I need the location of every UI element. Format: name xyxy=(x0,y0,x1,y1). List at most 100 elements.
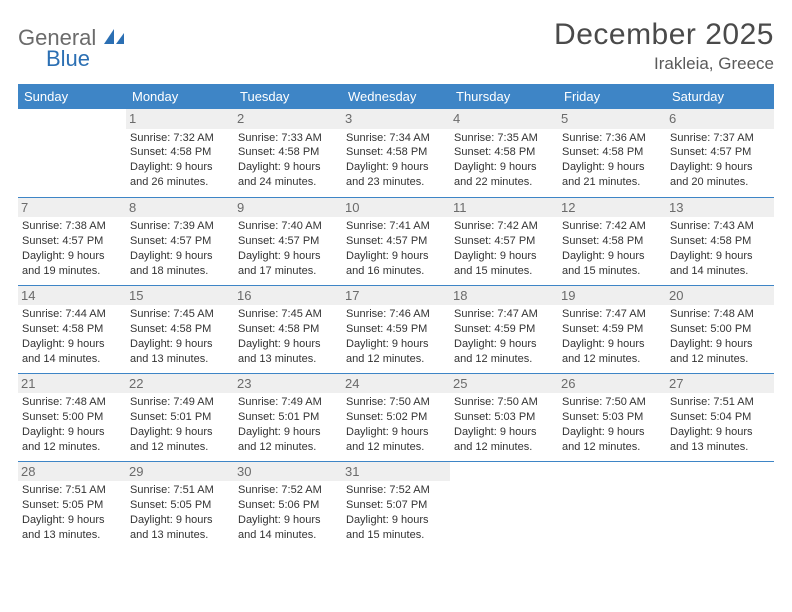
day-number: 8 xyxy=(126,198,234,218)
day-number: 16 xyxy=(234,286,342,306)
sunrise-line: Sunrise: 7:50 AM xyxy=(346,395,446,410)
sunrise-line: Sunrise: 7:50 AM xyxy=(562,395,662,410)
calendar-day-cell: 27Sunrise: 7:51 AMSunset: 5:04 PMDayligh… xyxy=(666,373,774,461)
sunrise-line: Sunrise: 7:32 AM xyxy=(130,131,230,146)
sunset-line: Sunset: 5:05 PM xyxy=(130,498,230,513)
daylight-line: Daylight: 9 hours and 23 minutes. xyxy=(346,160,446,190)
calendar-day-cell: 5Sunrise: 7:36 AMSunset: 4:58 PMDaylight… xyxy=(558,109,666,197)
daylight-line: Daylight: 9 hours and 26 minutes. xyxy=(130,160,230,190)
calendar-day-cell: 7Sunrise: 7:38 AMSunset: 4:57 PMDaylight… xyxy=(18,197,126,285)
day-number: 5 xyxy=(558,109,666,129)
calendar-day-cell: 19Sunrise: 7:47 AMSunset: 4:59 PMDayligh… xyxy=(558,285,666,373)
sunset-line: Sunset: 5:01 PM xyxy=(238,410,338,425)
daylight-line: Daylight: 9 hours and 12 minutes. xyxy=(454,337,554,367)
sunset-line: Sunset: 5:03 PM xyxy=(454,410,554,425)
sunset-line: Sunset: 4:58 PM xyxy=(238,322,338,337)
daylight-line: Daylight: 9 hours and 12 minutes. xyxy=(562,337,662,367)
calendar-day-cell: 12Sunrise: 7:42 AMSunset: 4:58 PMDayligh… xyxy=(558,197,666,285)
calendar-day-cell: 2 Sunrise: 7:33 AMSunset: 4:58 PMDaylight… xyxy=(234,109,342,197)
calendar-body: 1Sunrise: 7:32 AMSunset: 4:58 PMDaylight… xyxy=(18,109,774,549)
sunrise-line: Sunrise: 7:52 AM xyxy=(238,483,338,498)
location-subtitle: Irakleia, Greece xyxy=(554,54,774,74)
sunset-line: Sunset: 5:00 PM xyxy=(22,410,122,425)
day-number: 27 xyxy=(666,374,774,394)
sunrise-line: Sunrise: 7:50 AM xyxy=(454,395,554,410)
sunrise-line: Sunrise: 7:43 AM xyxy=(670,219,770,234)
brand-logo: General Blue xyxy=(18,18,126,70)
calendar-day-cell: 29Sunrise: 7:51 AMSunset: 5:05 PMDayligh… xyxy=(126,461,234,549)
sunrise-line: Sunrise: 7:40 AM xyxy=(238,219,338,234)
daylight-line: Daylight: 9 hours and 12 minutes. xyxy=(670,337,770,367)
header: General Blue December 2025 Irakleia, Gre… xyxy=(18,18,774,74)
daylight-line: Daylight: 9 hours and 12 minutes. xyxy=(454,425,554,455)
sunset-line: Sunset: 4:58 PM xyxy=(562,234,662,249)
sunrise-line: Sunrise: 7:47 AM xyxy=(454,307,554,322)
weekday-header: Sunday xyxy=(18,84,126,109)
calendar-day-cell: 20Sunrise: 7:48 AMSunset: 5:00 PMDayligh… xyxy=(666,285,774,373)
weekday-header: Monday xyxy=(126,84,234,109)
sunrise-line: Sunrise: 7:49 AM xyxy=(130,395,230,410)
sunrise-line: Sunrise: 7:39 AM xyxy=(130,219,230,234)
sunrise-line: Sunrise: 7:46 AM xyxy=(346,307,446,322)
sunset-line: Sunset: 5:06 PM xyxy=(238,498,338,513)
calendar-day-cell xyxy=(450,461,558,549)
daylight-line: Daylight: 9 hours and 13 minutes. xyxy=(238,337,338,367)
sunrise-line: Sunrise: 7:48 AM xyxy=(22,395,122,410)
sunrise-line: Sunrise: 7:51 AM xyxy=(670,395,770,410)
calendar-day-cell: 11Sunrise: 7:42 AMSunset: 4:57 PMDayligh… xyxy=(450,197,558,285)
calendar-day-cell: 10Sunrise: 7:41 AMSunset: 4:57 PMDayligh… xyxy=(342,197,450,285)
day-number: 21 xyxy=(18,374,126,394)
day-number: 18 xyxy=(450,286,558,306)
day-number: 30 xyxy=(234,462,342,482)
daylight-line: Daylight: 9 hours and 12 minutes. xyxy=(22,425,122,455)
day-number: 23 xyxy=(234,374,342,394)
calendar-day-cell xyxy=(666,461,774,549)
day-number: 14 xyxy=(18,286,126,306)
calendar-day-cell: 22Sunrise: 7:49 AMSunset: 5:01 PMDayligh… xyxy=(126,373,234,461)
day-number: 6 xyxy=(666,109,774,129)
daylight-line: Daylight: 9 hours and 14 minutes. xyxy=(670,249,770,279)
day-number: 9 xyxy=(234,198,342,218)
sunset-line: Sunset: 4:58 PM xyxy=(130,145,230,160)
daylight-line: Daylight: 9 hours and 13 minutes. xyxy=(22,513,122,543)
sunset-line: Sunset: 5:05 PM xyxy=(22,498,122,513)
sunset-line: Sunset: 4:58 PM xyxy=(346,145,446,160)
sail-icon xyxy=(104,26,126,49)
daylight-line: Daylight: 9 hours and 12 minutes. xyxy=(346,337,446,367)
weekday-header: Saturday xyxy=(666,84,774,109)
day-number: 12 xyxy=(558,198,666,218)
daylight-line: Daylight: 9 hours and 14 minutes. xyxy=(238,513,338,543)
sunset-line: Sunset: 4:58 PM xyxy=(130,322,230,337)
calendar-day-cell: 15Sunrise: 7:45 AMSunset: 4:58 PMDayligh… xyxy=(126,285,234,373)
calendar-day-cell: 9Sunrise: 7:40 AMSunset: 4:57 PMDaylight… xyxy=(234,197,342,285)
day-number: 29 xyxy=(126,462,234,482)
calendar-day-cell: 25Sunrise: 7:50 AMSunset: 5:03 PMDayligh… xyxy=(450,373,558,461)
sunrise-line: Sunrise: 7:51 AM xyxy=(22,483,122,498)
calendar-page: General Blue December 2025 Irakleia, Gre… xyxy=(0,0,792,549)
sunrise-line: Sunrise: 7:51 AM xyxy=(130,483,230,498)
calendar-day-cell: 8Sunrise: 7:39 AMSunset: 4:57 PMDaylight… xyxy=(126,197,234,285)
day-number: 19 xyxy=(558,286,666,306)
day-number: 4 xyxy=(450,109,558,129)
calendar-day-cell: 3Sunrise: 7:34 AMSunset: 4:58 PMDaylight… xyxy=(342,109,450,197)
day-number: 2 xyxy=(234,109,342,129)
calendar-day-cell: 24Sunrise: 7:50 AMSunset: 5:02 PMDayligh… xyxy=(342,373,450,461)
sunset-line: Sunset: 4:59 PM xyxy=(346,322,446,337)
day-number: 25 xyxy=(450,374,558,394)
sunset-line: Sunset: 4:58 PM xyxy=(238,145,338,160)
sunset-line: Sunset: 5:04 PM xyxy=(670,410,770,425)
daylight-line: Daylight: 9 hours and 24 minutes. xyxy=(238,160,338,190)
sunrise-line: Sunrise: 7:45 AM xyxy=(238,307,338,322)
daylight-line: Daylight: 9 hours and 19 minutes. xyxy=(22,249,122,279)
calendar-week-row: 14Sunrise: 7:44 AMSunset: 4:58 PMDayligh… xyxy=(18,285,774,373)
sunrise-line: Sunrise: 7:33 AM xyxy=(238,131,338,146)
sunset-line: Sunset: 4:58 PM xyxy=(454,145,554,160)
sunset-line: Sunset: 4:57 PM xyxy=(130,234,230,249)
daylight-line: Daylight: 9 hours and 13 minutes. xyxy=(130,513,230,543)
calendar-day-cell: 28Sunrise: 7:51 AMSunset: 5:05 PMDayligh… xyxy=(18,461,126,549)
day-number: 22 xyxy=(126,374,234,394)
calendar-day-cell xyxy=(18,109,126,197)
calendar-day-cell: 14Sunrise: 7:44 AMSunset: 4:58 PMDayligh… xyxy=(18,285,126,373)
day-number: 26 xyxy=(558,374,666,394)
daylight-line: Daylight: 9 hours and 15 minutes. xyxy=(562,249,662,279)
